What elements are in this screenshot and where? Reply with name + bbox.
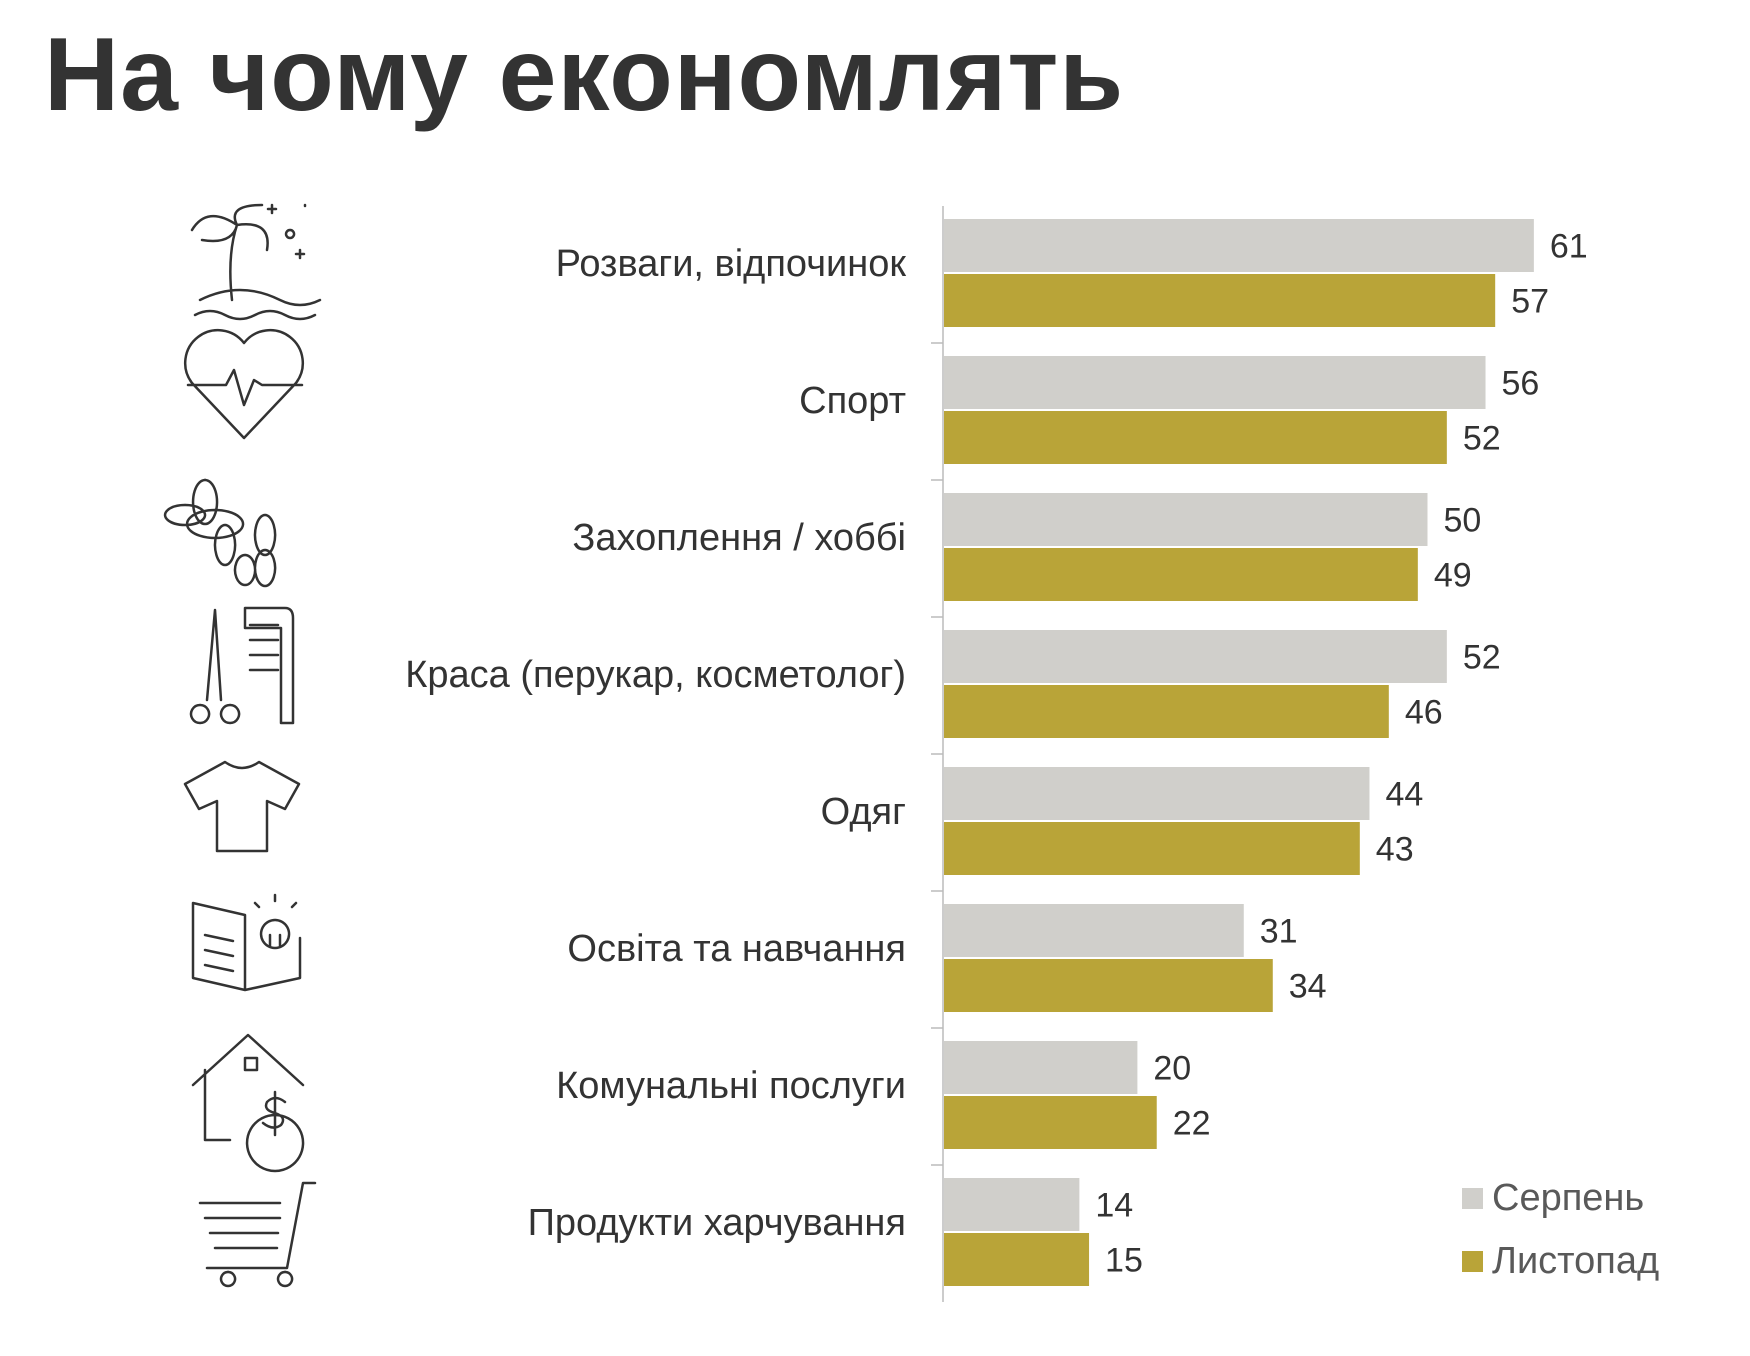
bar-lystopad (944, 822, 1360, 875)
category-label: Спорт (799, 380, 906, 422)
bar-serpen (944, 1178, 1080, 1231)
data-label: 61 (1550, 228, 1588, 266)
shopping-cart-icon (198, 1181, 317, 1288)
bar-serpen (944, 1041, 1138, 1094)
data-label: 15 (1105, 1242, 1143, 1280)
palm-island-icon (190, 203, 322, 321)
bar-lystopad (944, 685, 1389, 738)
bar-serpen (944, 767, 1370, 820)
bar-serpen (944, 904, 1244, 957)
tshirt-icon (183, 760, 301, 853)
category-group: Комунальні послуги 20 22 (191, 1027, 1211, 1173)
category-label: Комунальні послуги (556, 1065, 906, 1107)
data-label: 52 (1463, 420, 1501, 458)
category-label: Розваги, відпочинок (556, 243, 907, 285)
category-group: Освіта та навчання 31 34 (191, 890, 1327, 1012)
legend-swatch (1462, 1251, 1483, 1272)
category-group: Краса (перукар, косметолог) 52 46 (189, 606, 1501, 738)
bar-lystopad (944, 959, 1273, 1012)
data-label: 20 (1153, 1050, 1191, 1088)
house-dollar-icon (191, 1033, 305, 1173)
bar-serpen (944, 493, 1428, 546)
legend-label: Серпень (1492, 1177, 1644, 1219)
bar-lystopad (944, 548, 1418, 601)
data-label: 57 (1511, 283, 1549, 321)
data-label: 50 (1444, 502, 1482, 540)
bar-lystopad (944, 1096, 1157, 1149)
data-label: 34 (1289, 968, 1327, 1006)
page-title: На чому економлять (44, 17, 1125, 133)
book-lightbulb-icon (191, 893, 302, 992)
bar-serpen (944, 630, 1447, 683)
data-label: 14 (1095, 1187, 1133, 1225)
data-label: 52 (1463, 639, 1501, 677)
category-label: Одяг (821, 791, 906, 833)
bar-lystopad (944, 1233, 1090, 1286)
bar-serpen (944, 356, 1486, 409)
category-label: Освіта та навчання (567, 928, 906, 970)
category-label: Захоплення / хоббі (572, 517, 906, 559)
legend-label: Листопад (1492, 1240, 1659, 1282)
data-label: 31 (1260, 913, 1298, 951)
data-label: 49 (1434, 557, 1472, 595)
data-label: 46 (1405, 694, 1443, 732)
category-group: Захоплення / хоббі 50 49 (163, 478, 1482, 601)
bar-serpen (944, 219, 1534, 272)
legend: Серпень Листопад (1462, 1177, 1659, 1282)
scissors-comb-icon (189, 606, 295, 725)
data-label: 22 (1173, 1105, 1211, 1143)
bar-lystopad (944, 411, 1447, 464)
data-label: 44 (1385, 776, 1423, 814)
category-group: Продукти харчування 14 15 (198, 1164, 1143, 1288)
category-label: Краса (перукар, косметолог) (405, 654, 906, 696)
legend-swatch (1462, 1188, 1483, 1209)
balloon-dog-icon (163, 478, 277, 588)
bar-lystopad (944, 274, 1496, 327)
category-label: Продукти харчування (528, 1202, 906, 1244)
data-label: 56 (1502, 365, 1540, 403)
data-label: 43 (1376, 831, 1414, 869)
heart-pulse-icon (184, 329, 304, 440)
category-group: Одяг 44 43 (183, 753, 1423, 875)
